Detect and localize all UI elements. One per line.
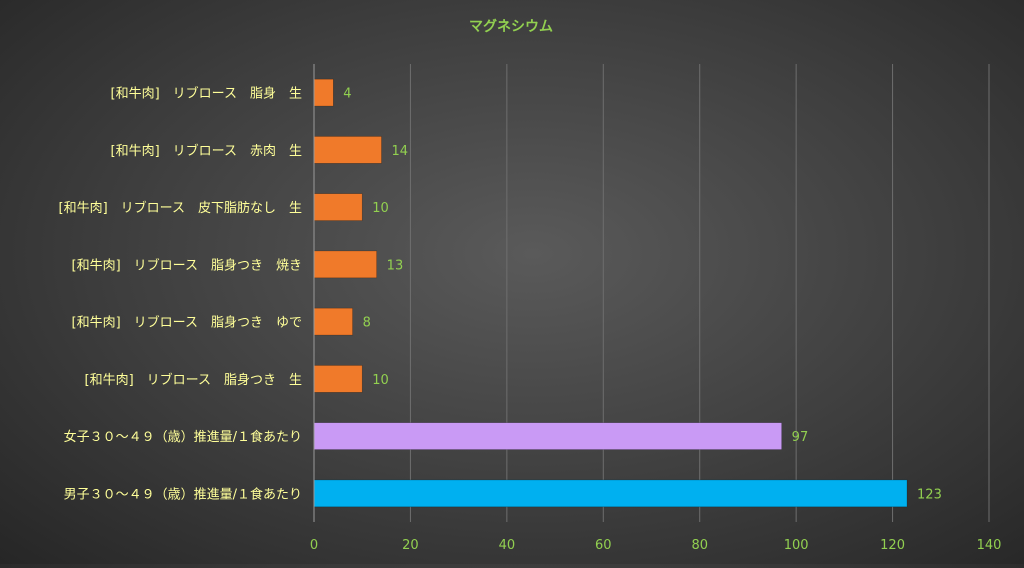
category-label: [和牛肉] リブロース 脂身つき 焼き xyxy=(72,257,303,273)
x-tick-label: 140 xyxy=(977,538,1002,553)
category-label: [和牛肉] リブロース 赤肉 生 xyxy=(111,143,303,159)
category-label: 男子３０～４９（歳）推進量/１食あたり xyxy=(64,486,302,502)
x-tick-label: 40 xyxy=(499,538,516,553)
bar xyxy=(313,250,377,279)
bar xyxy=(313,193,363,221)
data-labels: 4 14 10 13 8 10 97 123 xyxy=(343,87,942,503)
category-label: [和牛肉] リブロース 皮下脂肪なし 生 xyxy=(59,200,303,216)
bar xyxy=(313,365,363,393)
category-label: [和牛肉] リブロース 脂身 生 xyxy=(111,86,303,102)
category-label: [和牛肉] リブロース 脂身つき ゆで xyxy=(72,315,303,331)
category-labels: [和牛肉] リブロース 脂身 生 [和牛肉] リブロース 赤肉 生 [和牛肉] リブ… xyxy=(59,86,303,503)
bar xyxy=(313,479,908,508)
bar xyxy=(313,136,382,164)
x-tick-label: 20 xyxy=(402,538,419,553)
bar xyxy=(313,307,353,336)
x-tick-label: 80 xyxy=(691,538,708,553)
data-label: 8 xyxy=(363,316,371,331)
category-label: 女子３０～４９（歳）推進量/１食あたり xyxy=(64,429,302,445)
data-label: 4 xyxy=(343,87,351,102)
data-label: 10 xyxy=(372,373,389,388)
x-tick-label: 0 xyxy=(310,538,318,553)
data-label: 97 xyxy=(792,430,809,445)
x-tick-label: 120 xyxy=(880,538,905,553)
bar xyxy=(313,78,334,107)
bar xyxy=(313,422,782,450)
data-label: 123 xyxy=(917,487,942,502)
x-tick-label: 60 xyxy=(595,538,612,553)
data-label: 14 xyxy=(392,144,409,159)
category-label: [和牛肉] リブロース 脂身つき 生 xyxy=(85,372,303,388)
x-axis-ticks: 0 20 40 60 80 100 120 140 xyxy=(310,538,1002,553)
chart-title: マグネシウム xyxy=(469,18,553,35)
data-label: 13 xyxy=(387,258,404,273)
data-label: 10 xyxy=(372,201,389,216)
gridlines xyxy=(409,64,990,522)
x-tick-label: 100 xyxy=(784,538,809,553)
bars xyxy=(313,78,908,508)
